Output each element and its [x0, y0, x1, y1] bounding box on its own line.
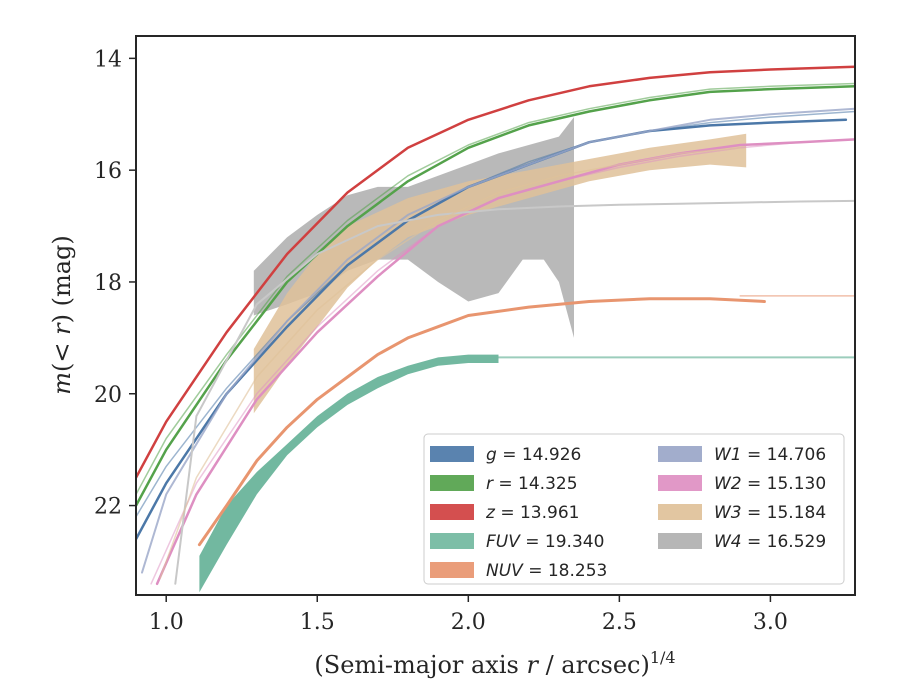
x-axis-ticks: 1.0 1.5 2.0 2.5 3.0: [149, 595, 788, 635]
band-fuv: [199, 354, 499, 593]
legend-label-w4: W4 = 16.529: [714, 532, 826, 552]
legend-swatch-g: [430, 446, 474, 462]
legend-swatch-w3: [658, 504, 702, 520]
y-tick-label: 16: [94, 159, 122, 184]
legend-swatch-w1: [658, 446, 702, 462]
series-w3-model-line: [159, 147, 741, 579]
y-tick-label: 22: [94, 495, 122, 520]
y-tick-label: 18: [94, 271, 122, 296]
y-axis-ticks: 14 16 18 20 22: [94, 47, 136, 520]
legend-label-w3: W3 = 15.184: [714, 503, 826, 523]
legend-label-w2: W2 = 15.130: [714, 474, 826, 494]
x-tick-label: 3.0: [753, 610, 788, 635]
y-tick-label: 14: [94, 47, 122, 72]
legend-box: [423, 433, 845, 585]
legend-label-fuv: FUV = 19.340: [486, 532, 604, 552]
x-tick-label: 2.0: [451, 610, 486, 635]
x-axis-label: (Semi-major axis r / arcsec)1/4: [314, 648, 675, 679]
x-tick-label: 1.0: [149, 610, 184, 635]
legend-label-z: z = 13.961: [485, 503, 579, 523]
legend-swatch-nuv: [430, 562, 474, 578]
legend-label-nuv: NUV = 18.253: [486, 561, 607, 581]
legend-label-r: r = 14.325: [486, 474, 578, 494]
legend-label-g: g = 14.926: [486, 445, 581, 465]
profile-lines: [136, 65, 855, 586]
y-tick-label: 20: [94, 383, 122, 408]
band-w3: [253, 133, 747, 414]
legend: g = 14.926 r = 14.325 z = 13.961 FUV = 19.3…: [423, 433, 845, 585]
series-nuv-line: [197, 297, 766, 547]
series-w1-line: [141, 107, 855, 574]
series-z-line: [136, 65, 855, 479]
uncertainty-bands: [199, 117, 747, 593]
y-axis-label: m(< r) (mag): [48, 235, 76, 395]
legend-swatch-fuv: [430, 533, 474, 549]
legend-swatch-w2: [658, 475, 702, 491]
legend-swatch-r: [430, 475, 474, 491]
plot-frame: [135, 35, 856, 596]
legend-swatch-z: [430, 504, 474, 520]
series-w4-model-line: [174, 199, 855, 585]
x-tick-label: 1.5: [300, 610, 335, 635]
x-tick-label: 2.5: [602, 610, 637, 635]
legend-swatch-w4: [658, 533, 702, 549]
legend-label-w1: W1 = 14.706: [714, 445, 826, 465]
series-r-model-line: [136, 82, 855, 496]
